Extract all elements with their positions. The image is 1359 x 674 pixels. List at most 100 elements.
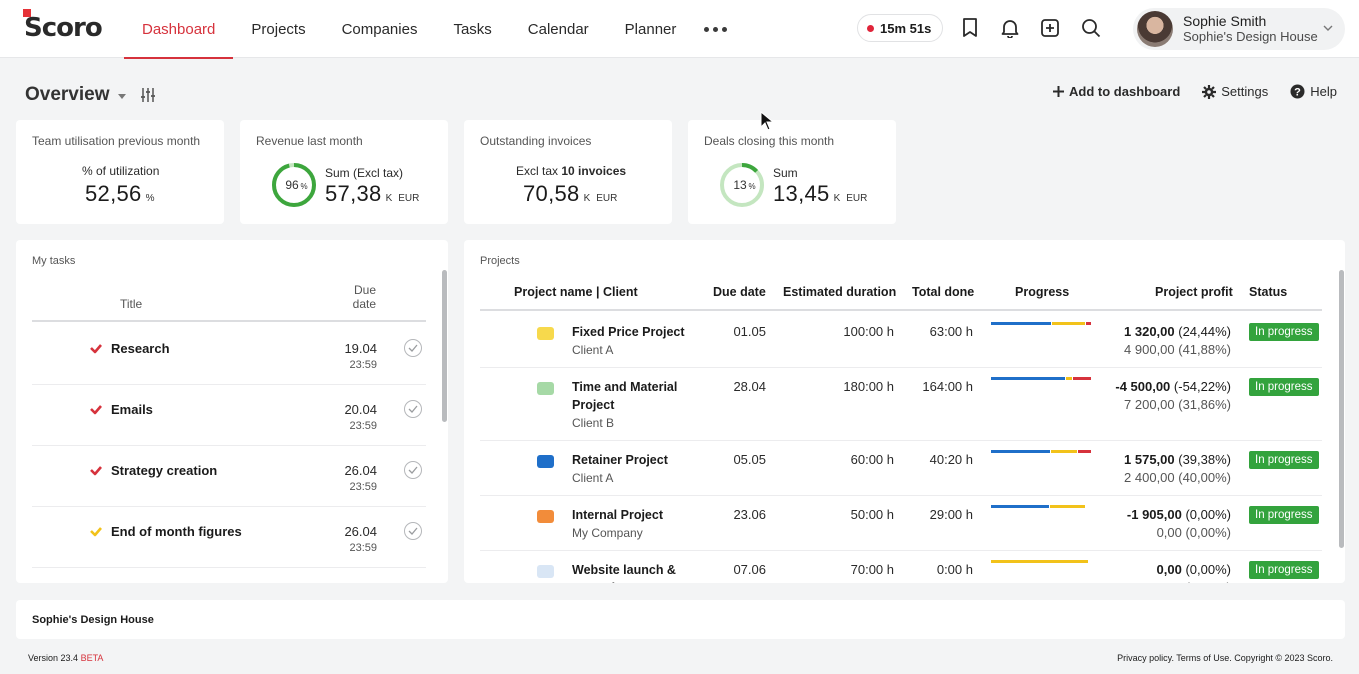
kpi-title: Deals closing this month [704, 134, 835, 148]
kpi-value-block: 57,38 K EUR [325, 181, 419, 207]
project-client[interactable]: My Company [572, 526, 643, 540]
task-due-time: 23:59 [349, 359, 377, 371]
column-progress[interactable]: Progress [1015, 285, 1070, 299]
nav-item-companies[interactable]: Companies [341, 20, 418, 38]
user-name: Sophie Smith [1183, 13, 1267, 29]
kpi-card-outstanding-invoices[interactable]: Outstanding invoices Excl tax 10 invoice… [464, 120, 672, 224]
task-title[interactable]: Strategy creation [111, 463, 218, 478]
task-row[interactable]: Emails 20.04 23:59 [32, 385, 426, 446]
mark-complete-button[interactable] [404, 461, 422, 479]
task-title[interactable]: Emails [111, 402, 153, 417]
nav-item-calendar[interactable]: Calendar [527, 20, 589, 38]
column-due-date[interactable]: Due date [713, 285, 766, 299]
project-row[interactable]: Retainer Project Client A 05.05 60:00 h 40:2… [480, 441, 1322, 496]
project-folder-icon [537, 327, 554, 340]
project-client[interactable]: Client A [572, 471, 614, 485]
task-row[interactable]: Research 19.04 23:59 [32, 324, 426, 385]
column-total-done[interactable]: Total done [912, 285, 975, 299]
bookmark-icon[interactable] [958, 16, 982, 40]
task-title[interactable]: End of month figures [111, 524, 242, 539]
task-row[interactable]: Strategy creation 26.04 23:59 [32, 446, 426, 507]
project-row[interactable]: Fixed Price Project Client A 01.05 100:00 h… [480, 313, 1322, 368]
kpi-currency: EUR [846, 193, 868, 204]
priority-check-icon [90, 527, 102, 537]
kpi-subtitle: Sum [773, 166, 798, 180]
project-row[interactable]: Website launch & campaign 07.06 70:00 h 0:0… [480, 551, 1322, 583]
help-button[interactable]: ? Help [1290, 84, 1337, 99]
version-number: Version 23.4 [28, 653, 79, 663]
status-badge[interactable]: In progress [1249, 451, 1319, 469]
add-to-dashboard-button[interactable]: Add to dashboard [1053, 84, 1180, 99]
mark-complete-button[interactable] [404, 522, 422, 540]
column-status[interactable]: Status [1249, 285, 1288, 299]
settings-button[interactable]: Settings [1202, 84, 1268, 99]
tasks-scrollbar[interactable] [442, 270, 447, 422]
legal-links[interactable]: Privacy policy. Terms of Use. Copyright … [1117, 653, 1333, 663]
kpi-card-deals[interactable]: Deals closing this month 13 % Sum 13,45 K… [688, 120, 896, 224]
more-menu-icon[interactable] [694, 0, 737, 58]
project-revenue: 2 400,00 (40,00%) [1124, 470, 1231, 485]
deals-gauge-arc [720, 163, 764, 207]
project-name[interactable]: Time and Material Project [572, 380, 678, 412]
progress-segment [1052, 322, 1085, 325]
project-name[interactable]: Internal Project [572, 508, 663, 522]
beta-badge: BETA [80, 653, 104, 663]
filter-settings-icon[interactable] [140, 87, 156, 103]
deals-gauge-label: 13 [733, 178, 747, 192]
nav-item-tasks[interactable]: Tasks [453, 20, 492, 38]
kpi-value-block: 70,58 K EUR [523, 181, 617, 207]
tasks-table-header: Title Due date [32, 282, 426, 322]
column-title[interactable]: Title [120, 297, 143, 311]
status-badge[interactable]: In progress [1249, 323, 1319, 341]
project-client[interactable]: Client B [572, 416, 615, 430]
kpi-card-revenue[interactable]: Revenue last month 96 % Sum (Excl tax) 5… [240, 120, 448, 224]
project-revenue: 0,00 (0,00%) [1156, 525, 1231, 540]
nav-item-planner[interactable]: Planner [624, 20, 677, 38]
user-menu[interactable]: Sophie Smith Sophie's Design House [1133, 8, 1345, 50]
project-name[interactable]: Fixed Price Project [572, 325, 685, 339]
search-icon[interactable] [1079, 16, 1103, 40]
nav-item-dashboard[interactable]: Dashboard [124, 0, 234, 59]
time-tracker[interactable]: 15m 51s [857, 14, 943, 42]
kpi-currency: EUR [398, 193, 420, 204]
kpi-title: Team utilisation previous month [32, 134, 201, 148]
mouse-cursor-icon [760, 111, 774, 131]
help-icon: ? [1290, 84, 1305, 99]
project-progress-bar [991, 450, 1091, 453]
progress-segment [1078, 450, 1091, 453]
progress-segment [991, 450, 1050, 453]
gear-icon [1202, 84, 1217, 99]
column-project-profit[interactable]: Project profit [1155, 285, 1233, 299]
column-project-name[interactable]: Project name | Client [514, 285, 638, 299]
project-progress-bar [991, 560, 1091, 563]
project-name[interactable]: Website launch & campaign [572, 563, 676, 583]
project-profit-value: -4 500,00 [1115, 379, 1171, 394]
project-profit-value: 0,00 [1156, 562, 1182, 577]
column-estimated-duration[interactable]: Estimated duration [783, 285, 897, 299]
kpi-card-utilisation[interactable]: Team utilisation previous month % of uti… [16, 120, 224, 224]
projects-scrollbar[interactable] [1339, 270, 1344, 548]
task-title[interactable]: Research [111, 341, 170, 356]
project-client[interactable]: Client A [572, 343, 614, 357]
revenue-gauge-label: 96 [285, 178, 299, 192]
mark-complete-button[interactable] [404, 400, 422, 418]
scoro-logo[interactable]: Scoro [23, 9, 103, 43]
nav-item-projects[interactable]: Projects [251, 20, 306, 38]
task-row[interactable]: End of month figures 26.04 23:59 [32, 507, 426, 568]
mark-complete-button[interactable] [404, 339, 422, 357]
project-row[interactable]: Time and Material Project Client B 28.04 18… [480, 368, 1322, 441]
status-badge[interactable]: In progress [1249, 506, 1319, 524]
add-new-icon[interactable] [1038, 16, 1062, 40]
project-estimated-duration: 180:00 h [843, 379, 894, 394]
dashboard-selector[interactable]: Overview [25, 84, 156, 106]
project-name[interactable]: Retainer Project [572, 453, 668, 467]
status-badge[interactable]: In progress [1249, 561, 1319, 579]
kpi-value: 57,38 [325, 181, 382, 206]
column-due-date[interactable]: Due date [353, 283, 376, 311]
project-due-date: 07.06 [733, 562, 766, 577]
kpi-value-block: 13,45 K EUR [773, 181, 867, 207]
status-badge[interactable]: In progress [1249, 378, 1319, 396]
project-profit: 1 320,00 (24,44%) [1060, 324, 1231, 339]
project-row[interactable]: Internal Project My Company 23.06 50:00 h 29… [480, 496, 1322, 551]
notifications-bell-icon[interactable] [998, 16, 1022, 40]
